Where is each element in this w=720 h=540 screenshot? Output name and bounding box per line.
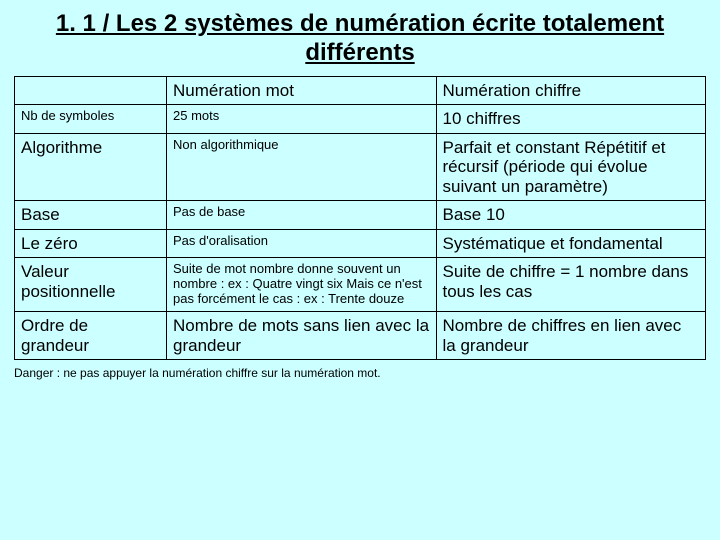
row-col1: Non algorithmique — [167, 133, 436, 201]
table-row: Algorithme Non algorithmique Parfait et … — [15, 133, 706, 201]
row-label: Ordre de grandeur — [15, 312, 167, 360]
row-col2: 10 chiffres — [436, 105, 706, 134]
table-header-row: Numération mot Numération chiffre — [15, 76, 706, 105]
row-col2: Nombre de chiffres en lien avec la grand… — [436, 312, 706, 360]
table-row: Ordre de grandeur Nombre de mots sans li… — [15, 312, 706, 360]
row-col2: Base 10 — [436, 201, 706, 230]
table-body: Numération mot Numération chiffre Nb de … — [15, 76, 706, 360]
header-col2: Numération chiffre — [436, 76, 706, 105]
table-row: Nb de symboles 25 mots 10 chiffres — [15, 105, 706, 134]
table-row: Valeur positionnelle Suite de mot nombre… — [15, 258, 706, 312]
row-label: Valeur positionnelle — [15, 258, 167, 312]
comparison-table: Numération mot Numération chiffre Nb de … — [14, 76, 706, 361]
header-col1: Numération mot — [167, 76, 436, 105]
row-col2: Systématique et fondamental — [436, 229, 706, 258]
row-col1: Suite de mot nombre donne souvent un nom… — [167, 258, 436, 312]
slide-title: 1. 1 / Les 2 systèmes de numération écri… — [14, 10, 706, 68]
row-col2: Suite de chiffre = 1 nombre dans tous le… — [436, 258, 706, 312]
footnote: Danger : ne pas appuyer la numération ch… — [14, 366, 706, 380]
row-col1: Nombre de mots sans lien avec la grandeu… — [167, 312, 436, 360]
row-label: Algorithme — [15, 133, 167, 201]
table-row: Base Pas de base Base 10 — [15, 201, 706, 230]
header-blank — [15, 76, 167, 105]
row-label: Nb de symboles — [15, 105, 167, 134]
slide: 1. 1 / Les 2 systèmes de numération écri… — [0, 0, 720, 540]
row-col1: 25 mots — [167, 105, 436, 134]
row-col1: Pas de base — [167, 201, 436, 230]
row-label: Base — [15, 201, 167, 230]
row-col2: Parfait et constant Répétitif et récursi… — [436, 133, 706, 201]
row-label: Le zéro — [15, 229, 167, 258]
row-col1: Pas d'oralisation — [167, 229, 436, 258]
table-row: Le zéro Pas d'oralisation Systématique e… — [15, 229, 706, 258]
